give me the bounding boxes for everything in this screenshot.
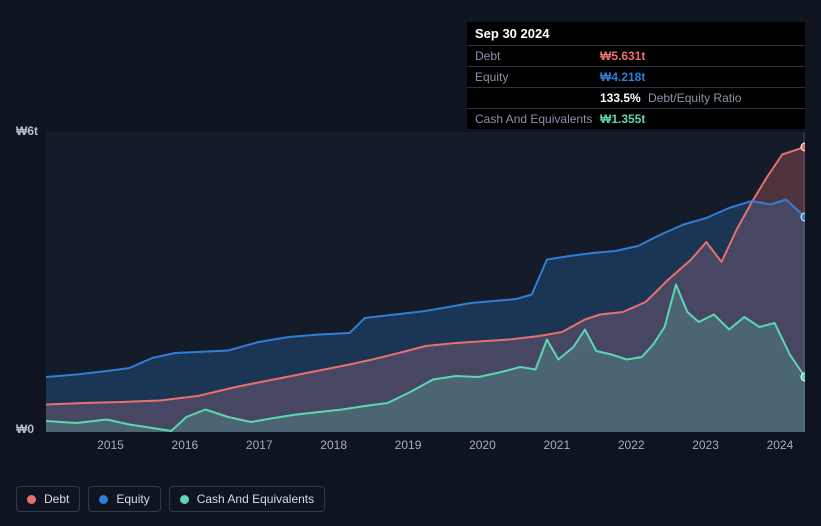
- tooltip-row-value: ₩5.631t: [600, 50, 645, 62]
- tooltip-row: Equity₩4.218t: [467, 67, 805, 88]
- chart-area: ₩6t ₩0 201520162017201820192020202120222…: [16, 120, 805, 500]
- legend: Debt Equity Cash And Equivalents: [16, 486, 325, 512]
- legend-label: Cash And Equivalents: [197, 492, 314, 506]
- tooltip-row-label: Equity: [475, 71, 600, 83]
- tooltip-row: Debt₩5.631t: [467, 46, 805, 67]
- x-axis-label: 2022: [618, 438, 645, 452]
- data-tooltip: Sep 30 2024 Debt₩5.631tEquity₩4.218t133.…: [467, 22, 805, 129]
- tooltip-row-value: ₩4.218t: [600, 71, 645, 83]
- legend-item-debt[interactable]: Debt: [16, 486, 80, 512]
- x-axis-label: 2024: [767, 438, 794, 452]
- x-axis-label: 2020: [469, 438, 496, 452]
- legend-label: Debt: [44, 492, 69, 506]
- x-axis-label: 2015: [97, 438, 124, 452]
- legend-item-equity[interactable]: Equity: [88, 486, 160, 512]
- chart-plot[interactable]: [46, 132, 805, 432]
- series-end-marker: [801, 143, 805, 151]
- tooltip-row-value: 133.5% Debt/Equity Ratio: [600, 92, 741, 104]
- legend-item-cash-and-equivalents[interactable]: Cash And Equivalents: [169, 486, 325, 512]
- tooltip-row-extra: Debt/Equity Ratio: [645, 91, 742, 105]
- tooltip-row: 133.5% Debt/Equity Ratio: [467, 88, 805, 109]
- x-axis-label: 2019: [395, 438, 422, 452]
- legend-swatch-icon: [99, 495, 108, 504]
- y-axis-label-bottom: ₩0: [16, 422, 34, 436]
- x-axis-label: 2018: [320, 438, 347, 452]
- tooltip-row-label: [475, 92, 600, 104]
- x-axis: 2015 2016 2017 2018 2019 2020 2021 2022 2023 2024: [46, 438, 805, 458]
- x-axis-label: 2023: [692, 438, 719, 452]
- legend-swatch-icon: [180, 495, 189, 504]
- y-axis-label-top: ₩6t: [16, 124, 38, 138]
- tooltip-date: Sep 30 2024: [467, 22, 805, 46]
- legend-swatch-icon: [27, 495, 36, 504]
- x-axis-label: 2016: [172, 438, 199, 452]
- series-end-marker: [801, 213, 805, 221]
- tooltip-row-label: Debt: [475, 50, 600, 62]
- series-end-marker: [801, 373, 805, 381]
- chart-container: Sep 30 2024 Debt₩5.631tEquity₩4.218t133.…: [0, 0, 821, 526]
- chart-svg: [46, 132, 805, 432]
- x-axis-label: 2017: [246, 438, 273, 452]
- x-axis-label: 2021: [543, 438, 570, 452]
- legend-label: Equity: [116, 492, 149, 506]
